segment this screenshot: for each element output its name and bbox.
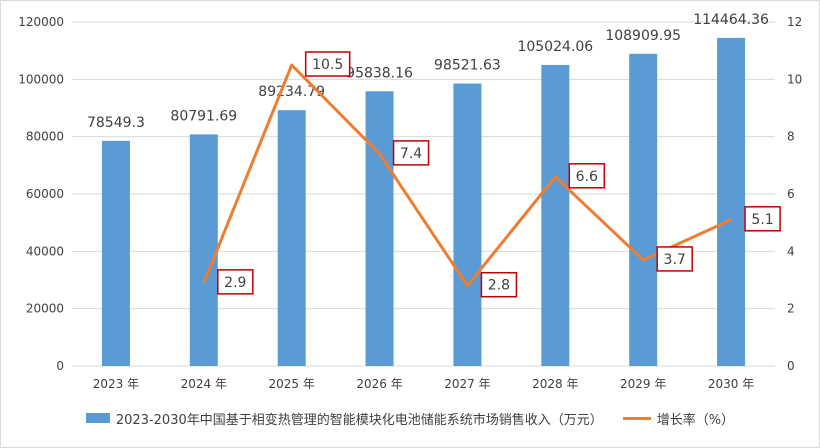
x-axis-ticks: 2023 年 2024 年 2025 年 2026 年 2027 年 2028 年 2029…	[93, 377, 754, 391]
bar	[717, 37, 746, 366]
right-tick-label: 6	[787, 187, 795, 201]
line-value-label: 6.6	[568, 163, 606, 189]
right-tick-label: 2	[787, 302, 795, 316]
right-tick-label: 8	[787, 130, 795, 144]
line-label-box	[392, 140, 430, 166]
line-series	[202, 63, 732, 288]
bar-value-label: 108909.95	[605, 28, 681, 44]
bar	[541, 64, 570, 366]
legend-line-swatch	[622, 416, 651, 420]
left-tick-label: 0	[56, 359, 64, 373]
right-tick-label: 10	[787, 72, 802, 86]
legend-item-bar: 2023-2030年中国基于相变热管理的智能模块化电池储能系统市场销售收入（万元…	[85, 409, 603, 428]
line-label-text: 2.9	[224, 275, 246, 291]
right-tick-label: 4	[787, 244, 795, 258]
bar-value-label: 80791.69	[170, 108, 237, 124]
line-label-text: 2.8	[488, 278, 510, 294]
line-label-text: 5.1	[751, 212, 773, 228]
x-tick-label: 2027 年	[444, 377, 490, 391]
x-tick-label: 2030 年	[708, 377, 754, 391]
line-value-label: 2.8	[480, 271, 518, 298]
bar	[277, 110, 306, 366]
right-tick-label: 12	[787, 15, 802, 29]
right-tick-label: 0	[787, 359, 795, 373]
bar-value-label: 114464.36	[693, 12, 769, 28]
line-value-label: 3.7	[656, 246, 693, 272]
bar	[453, 83, 482, 367]
line-value-label: 7.4	[392, 140, 430, 166]
legend-bar-label: 2023-2030年中国基于相变热管理的智能模块化电池储能系统市场销售收入（万元…	[115, 412, 603, 428]
bar	[189, 134, 218, 366]
bar-series	[101, 37, 746, 367]
line-label-box	[217, 269, 254, 295]
left-tick-label: 120000	[18, 15, 64, 29]
left-tick-label: 20000	[26, 302, 64, 316]
bar	[629, 53, 658, 367]
line-value-label: 5.1	[744, 206, 781, 232]
growth-rate-line	[202, 63, 732, 288]
line-value-label: 10.5	[304, 51, 351, 77]
legend-item-line: 增长率（%）	[622, 409, 735, 428]
bar-value-label: 89234.79	[258, 84, 325, 100]
bar-value-label: 78549.3	[87, 115, 145, 131]
line-label-text: 6.6	[576, 169, 598, 185]
x-tick-label: 2029 年	[620, 377, 666, 391]
legend-bar-swatch	[85, 413, 110, 423]
right-axis-ticks: 0 2 4 6 8 10 12	[787, 15, 802, 373]
x-tick-label: 2024 年	[181, 377, 227, 391]
bar	[365, 91, 394, 366]
x-tick-label: 2025 年	[269, 377, 315, 391]
line-label-box	[744, 206, 781, 232]
left-tick-label: 40000	[26, 244, 64, 258]
bar-value-label: 105024.06	[517, 39, 593, 55]
x-tick-label: 2026 年	[356, 377, 402, 391]
left-tick-label: 100000	[18, 72, 64, 86]
line-label-text: 3.7	[664, 252, 686, 268]
left-tick-label: 80000	[26, 130, 64, 144]
line-label-box	[656, 246, 693, 272]
line-value-label: 2.9	[217, 269, 254, 295]
line-data-labels: 2.9 10.5 7.4 2.8 6.6 3.7 5.1	[217, 51, 781, 298]
line-label-text: 7.4	[400, 146, 422, 162]
line-label-box	[480, 271, 518, 298]
bar-value-label: 98521.63	[434, 58, 501, 74]
legend: 2023-2030年中国基于相变热管理的智能模块化电池储能系统市场销售收入（万元…	[0, 404, 820, 432]
line-label-box	[568, 163, 606, 189]
left-axis-ticks: 0 20000 40000 60000 80000 100000 120000	[18, 15, 64, 373]
gridlines	[72, 21, 775, 367]
line-label-box	[304, 51, 351, 77]
bar	[101, 140, 130, 366]
legend-line-label: 增长率（%）	[656, 412, 735, 428]
left-tick-label: 60000	[26, 187, 64, 201]
line-label-text: 10.5	[312, 57, 343, 73]
x-tick-label: 2028 年	[532, 377, 578, 391]
bar-data-labels: 78549.3 80791.69 89234.79 95838.16 98521.63 1…	[87, 12, 769, 131]
x-tick-label: 2023 年	[93, 377, 139, 391]
bar-value-label: 95838.16	[346, 65, 413, 81]
